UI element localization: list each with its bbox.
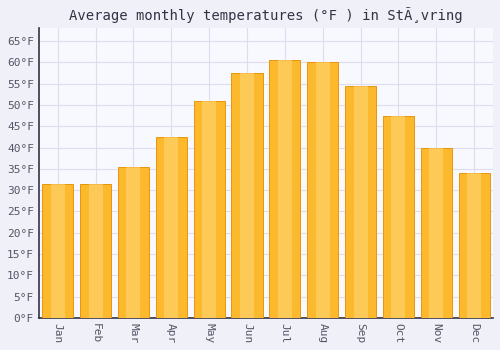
Bar [88, 184, 102, 318]
Bar [164, 137, 178, 318]
Bar [307, 62, 338, 318]
Bar [232, 73, 262, 318]
Bar [270, 60, 300, 318]
Bar [50, 184, 64, 318]
Bar [156, 137, 187, 318]
Bar [126, 167, 140, 318]
Bar [392, 116, 406, 318]
Bar [345, 86, 376, 318]
Bar [316, 62, 330, 318]
Bar [42, 184, 74, 318]
Bar [194, 101, 224, 318]
Bar [458, 173, 490, 318]
Bar [202, 101, 216, 318]
Title: Average monthly temperatures (°F ) in StÃ¸vring: Average monthly temperatures (°F ) in St… [69, 7, 462, 23]
Bar [421, 147, 452, 318]
Bar [278, 60, 292, 318]
Bar [118, 167, 149, 318]
Bar [430, 147, 444, 318]
Bar [240, 73, 254, 318]
Bar [467, 173, 481, 318]
Bar [80, 184, 111, 318]
Bar [383, 116, 414, 318]
Bar [354, 86, 368, 318]
